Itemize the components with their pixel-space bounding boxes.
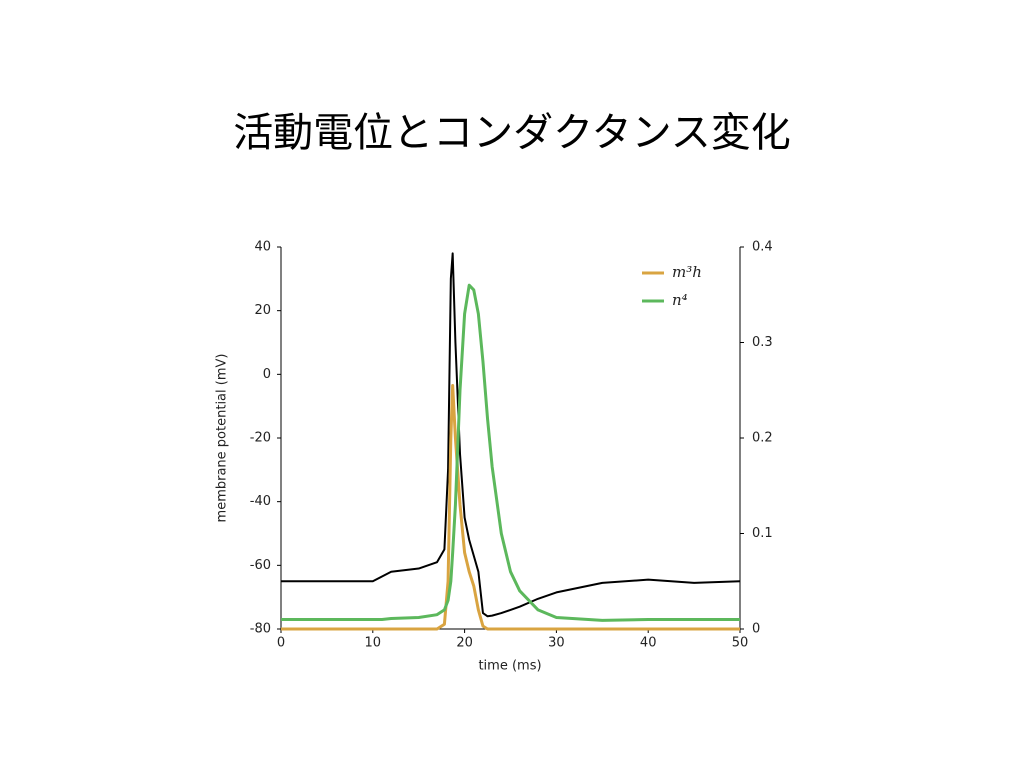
x-tick-label: 50: [732, 636, 749, 651]
legend-label: n⁴: [672, 291, 688, 309]
x-tick-label: 0: [277, 636, 285, 651]
y2-tick-label: 0.2: [752, 431, 773, 446]
x-tick-label: 30: [548, 636, 565, 651]
series-line: [281, 383, 740, 631]
y-tick-label: -20: [250, 431, 271, 446]
x-axis-label: time (ms): [478, 659, 541, 674]
y2-tick-label: 0: [752, 622, 760, 637]
y-axis-label: membrane potential (mV): [215, 354, 230, 523]
series-line: [281, 283, 740, 622]
y-tick-label: -40: [250, 494, 271, 509]
y-tick-label: -60: [250, 558, 271, 573]
chart-title: 活動電位とコンダクタンス変化: [233, 110, 791, 156]
series-line: [281, 252, 741, 618]
y2-tick-label: 0.1: [752, 526, 773, 541]
y-tick-label: 0: [263, 367, 271, 382]
x-tick-label: 20: [456, 636, 473, 651]
legend-label: m³h: [672, 263, 702, 281]
x-tick-label: 10: [365, 636, 382, 651]
y-tick-label: 40: [254, 240, 271, 255]
y2-tick-label: 0.3: [752, 335, 773, 350]
y-tick-label: 20: [254, 303, 271, 318]
y2-tick-label: 0.4: [752, 240, 773, 255]
y-tick-label: -80: [250, 622, 271, 637]
x-tick-label: 40: [640, 636, 657, 651]
